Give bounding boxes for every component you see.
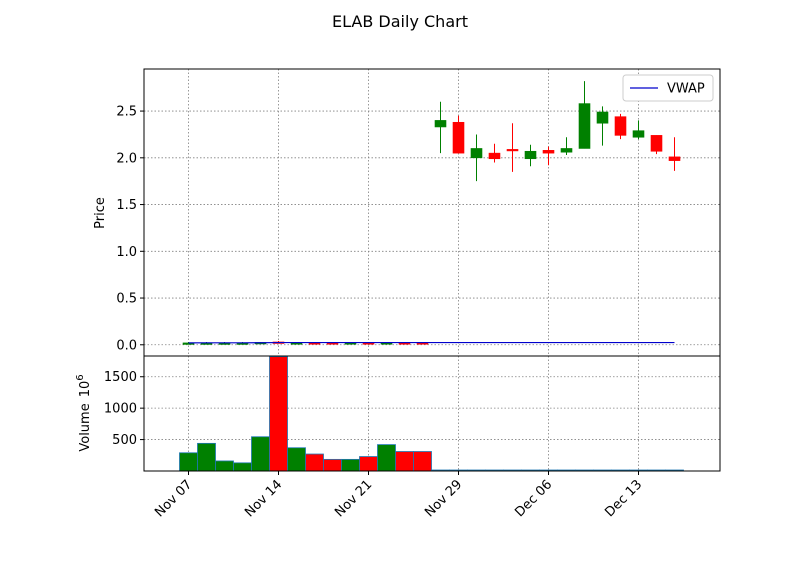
price-axis-label: Price	[93, 197, 108, 229]
candle-body	[542, 150, 555, 154]
candle-body	[524, 150, 537, 160]
volume-gridlines	[144, 356, 720, 471]
volume-bar	[251, 436, 270, 472]
x-tick-label: Nov 14	[242, 477, 285, 520]
candle-body	[434, 120, 447, 128]
price-gridlines	[144, 69, 720, 356]
volume-bar	[359, 456, 378, 472]
volume-y-ticks: 500 1000 1500	[104, 370, 144, 448]
candle-body	[560, 148, 573, 153]
x-axis-ticks: Nov 07 Nov 14 Nov 21 Nov 29 Dec 06 Dec 13	[152, 471, 645, 520]
volume-bar	[413, 451, 432, 472]
candle-body	[506, 149, 519, 152]
volume-bar	[215, 460, 234, 472]
candle-body	[596, 111, 609, 124]
volume-bar	[179, 452, 198, 472]
price-y-ticks: 0.0 0.5 1.0 1.5 2.0 2.5	[116, 105, 144, 353]
volume-bar	[197, 442, 216, 472]
price-y-tick-label: 2.5	[116, 105, 137, 120]
volume-axis-label: Volume 106	[75, 374, 93, 451]
volume-bar	[287, 447, 306, 472]
candle-body	[488, 152, 501, 160]
volume-panel-frame	[143, 355, 721, 472]
volume-axis-label-base: 10	[78, 381, 93, 398]
price-marks	[182, 81, 681, 345]
price-y-tick-label: 2.0	[116, 151, 137, 166]
volume-bars	[179, 356, 684, 472]
volume-axis-label-text: Volume	[78, 403, 93, 451]
volume-y-tick-label: 1500	[104, 370, 137, 385]
volume-bar	[341, 458, 360, 472]
volume-bar	[233, 462, 252, 472]
x-tick-label: Dec 06	[512, 477, 555, 520]
candle-body	[614, 116, 627, 136]
price-y-tick-label: 1.5	[116, 198, 137, 213]
volume-y-tick-label: 500	[112, 433, 137, 448]
volume-bar	[305, 453, 324, 472]
x-tick-label: Nov 07	[152, 477, 195, 520]
x-tick-label: Nov 21	[332, 477, 375, 520]
volume-bar	[377, 444, 396, 472]
volume-y-tick-label: 1000	[104, 402, 137, 417]
volume-bar	[323, 458, 342, 472]
volume-axis-label-power: 6	[75, 374, 86, 380]
legend-vwap-label: VWAP	[667, 82, 705, 97]
candle-body	[470, 148, 483, 159]
volume-bar	[269, 356, 288, 472]
price-y-tick-label: 0.5	[116, 292, 137, 307]
legend-box	[622, 74, 714, 102]
candle-body	[668, 156, 681, 161]
candle-body	[578, 103, 591, 149]
price-panel: 0.0 0.5 1.0 1.5 2.0 2.5 Price VWAP	[93, 68, 721, 357]
candle-body	[632, 130, 645, 138]
legend: VWAP	[622, 74, 714, 102]
volume-panel: 500 1000 1500 Volume 106	[75, 355, 721, 472]
candle-body	[452, 121, 465, 154]
candle-body	[650, 135, 663, 152]
volume-bar	[395, 451, 414, 472]
chart-title: ELAB Daily Chart	[332, 12, 468, 31]
x-tick-label: Dec 13	[602, 477, 645, 520]
price-y-tick-label: 1.0	[116, 245, 137, 260]
price-y-tick-label: 0.0	[116, 338, 137, 353]
x-tick-label: Nov 29	[422, 477, 465, 520]
price-panel-frame	[143, 68, 721, 357]
